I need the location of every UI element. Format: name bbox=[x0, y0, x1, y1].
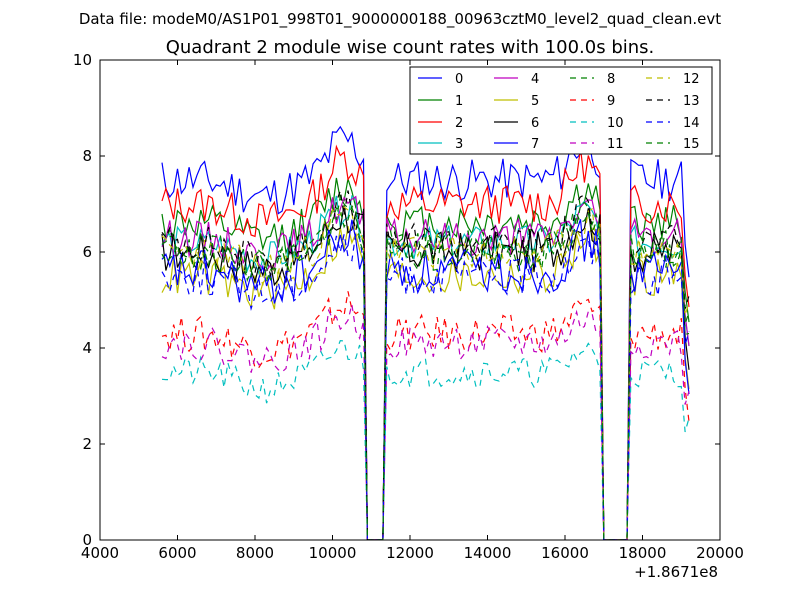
legend-label-12: 12 bbox=[683, 72, 700, 87]
legend-label-9: 9 bbox=[607, 94, 615, 109]
chart-title: Quadrant 2 module wise count rates with … bbox=[166, 37, 655, 58]
x-tick-label: 20000 bbox=[696, 544, 744, 562]
series-line-15 bbox=[161, 204, 690, 540]
legend-label-13: 13 bbox=[683, 94, 700, 109]
legend-label-7: 7 bbox=[531, 137, 539, 152]
x-tick-label: 4000 bbox=[81, 544, 119, 562]
legend-label-1: 1 bbox=[455, 94, 463, 109]
legend-label-10: 10 bbox=[607, 116, 624, 131]
legend-label-0: 0 bbox=[455, 72, 463, 87]
legend-label-3: 3 bbox=[455, 137, 463, 152]
x-tick-label: 16000 bbox=[541, 544, 589, 562]
legend-label-4: 4 bbox=[531, 72, 539, 87]
y-tick-label: 6 bbox=[82, 243, 92, 261]
x-tick-label: 6000 bbox=[158, 544, 196, 562]
legend-label-14: 14 bbox=[683, 116, 700, 131]
x-offset-label: +1.8671e8 bbox=[634, 563, 718, 581]
y-tick-label: 2 bbox=[82, 435, 92, 453]
y-tick-label: 10 bbox=[73, 51, 92, 69]
x-tick-label: 18000 bbox=[619, 544, 667, 562]
series-line-11 bbox=[161, 304, 690, 540]
legend-label-11: 11 bbox=[607, 137, 624, 152]
series-line-10 bbox=[161, 339, 690, 540]
y-tick-label: 0 bbox=[82, 531, 92, 549]
legend-label-15: 15 bbox=[683, 137, 700, 152]
series-line-8 bbox=[161, 194, 690, 540]
axis-ticks: 4000 6000 8000 10000 12000 14000 16000 18000 200… bbox=[73, 51, 744, 562]
x-tick-label: 10000 bbox=[309, 544, 357, 562]
series-layer bbox=[161, 125, 690, 540]
y-tick-label: 4 bbox=[82, 339, 92, 357]
legend-box bbox=[409, 66, 713, 155]
legend-label-6: 6 bbox=[531, 116, 539, 131]
x-tick-label: 14000 bbox=[464, 544, 512, 562]
series-line-12 bbox=[161, 206, 690, 540]
legend-label-8: 8 bbox=[607, 72, 615, 87]
x-tick-label: 12000 bbox=[386, 544, 434, 562]
figure-suptitle: Data file: modeM0/AS1P01_998T01_90000001… bbox=[79, 10, 721, 29]
legend-label-5: 5 bbox=[531, 94, 539, 109]
x-tick-label: 8000 bbox=[236, 544, 274, 562]
y-tick-label: 8 bbox=[82, 147, 92, 165]
legend-label-2: 2 bbox=[455, 116, 463, 131]
